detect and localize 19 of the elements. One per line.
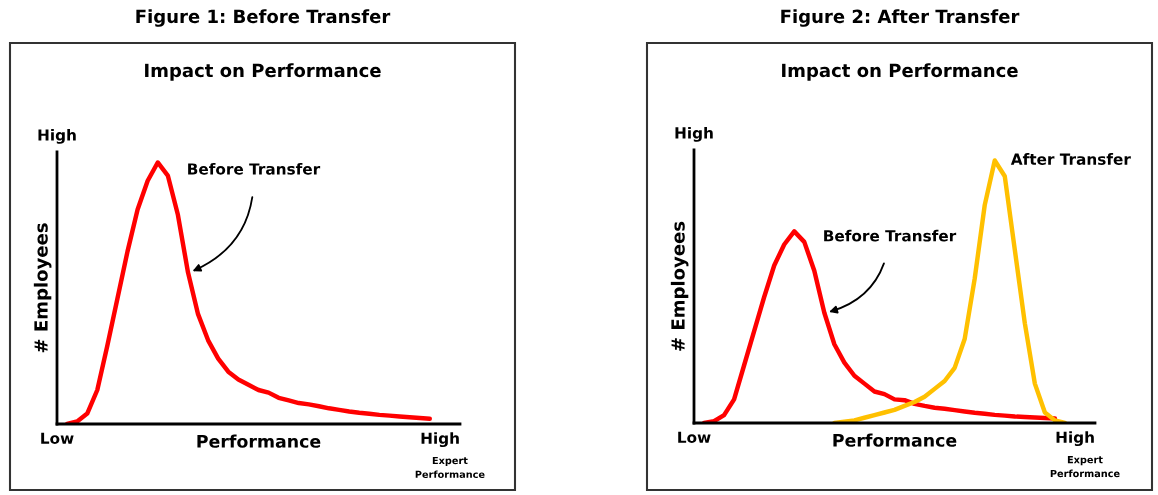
chart-subtitle: Impact on Performance	[145, 63, 381, 81]
chart-title: Figure 1: Before Transfer	[136, 9, 391, 27]
series-label: Before Transfer	[188, 162, 321, 175]
series-label: After Transfer	[1010, 153, 1131, 165]
chart-subtitle: Impact on Performance	[782, 63, 1018, 81]
text: Expert Performance	[415, 456, 485, 479]
text: High	[1056, 431, 1094, 447]
series-label: Before Transfer	[824, 229, 957, 242]
text: High	[421, 432, 459, 448]
text: Expert Performance	[1050, 456, 1120, 478]
x-axis-title: Performance	[833, 433, 957, 447]
x-axis-title: Performance	[197, 434, 321, 448]
text: Low	[41, 432, 74, 444]
text: High	[675, 126, 713, 142]
text: Low	[678, 431, 711, 444]
y-axis-title: # Employees	[670, 221, 689, 351]
text: High	[38, 128, 76, 144]
chart-title: Figure 2: After Transfer	[781, 9, 1020, 27]
y-axis-title: # Employees	[33, 223, 52, 353]
